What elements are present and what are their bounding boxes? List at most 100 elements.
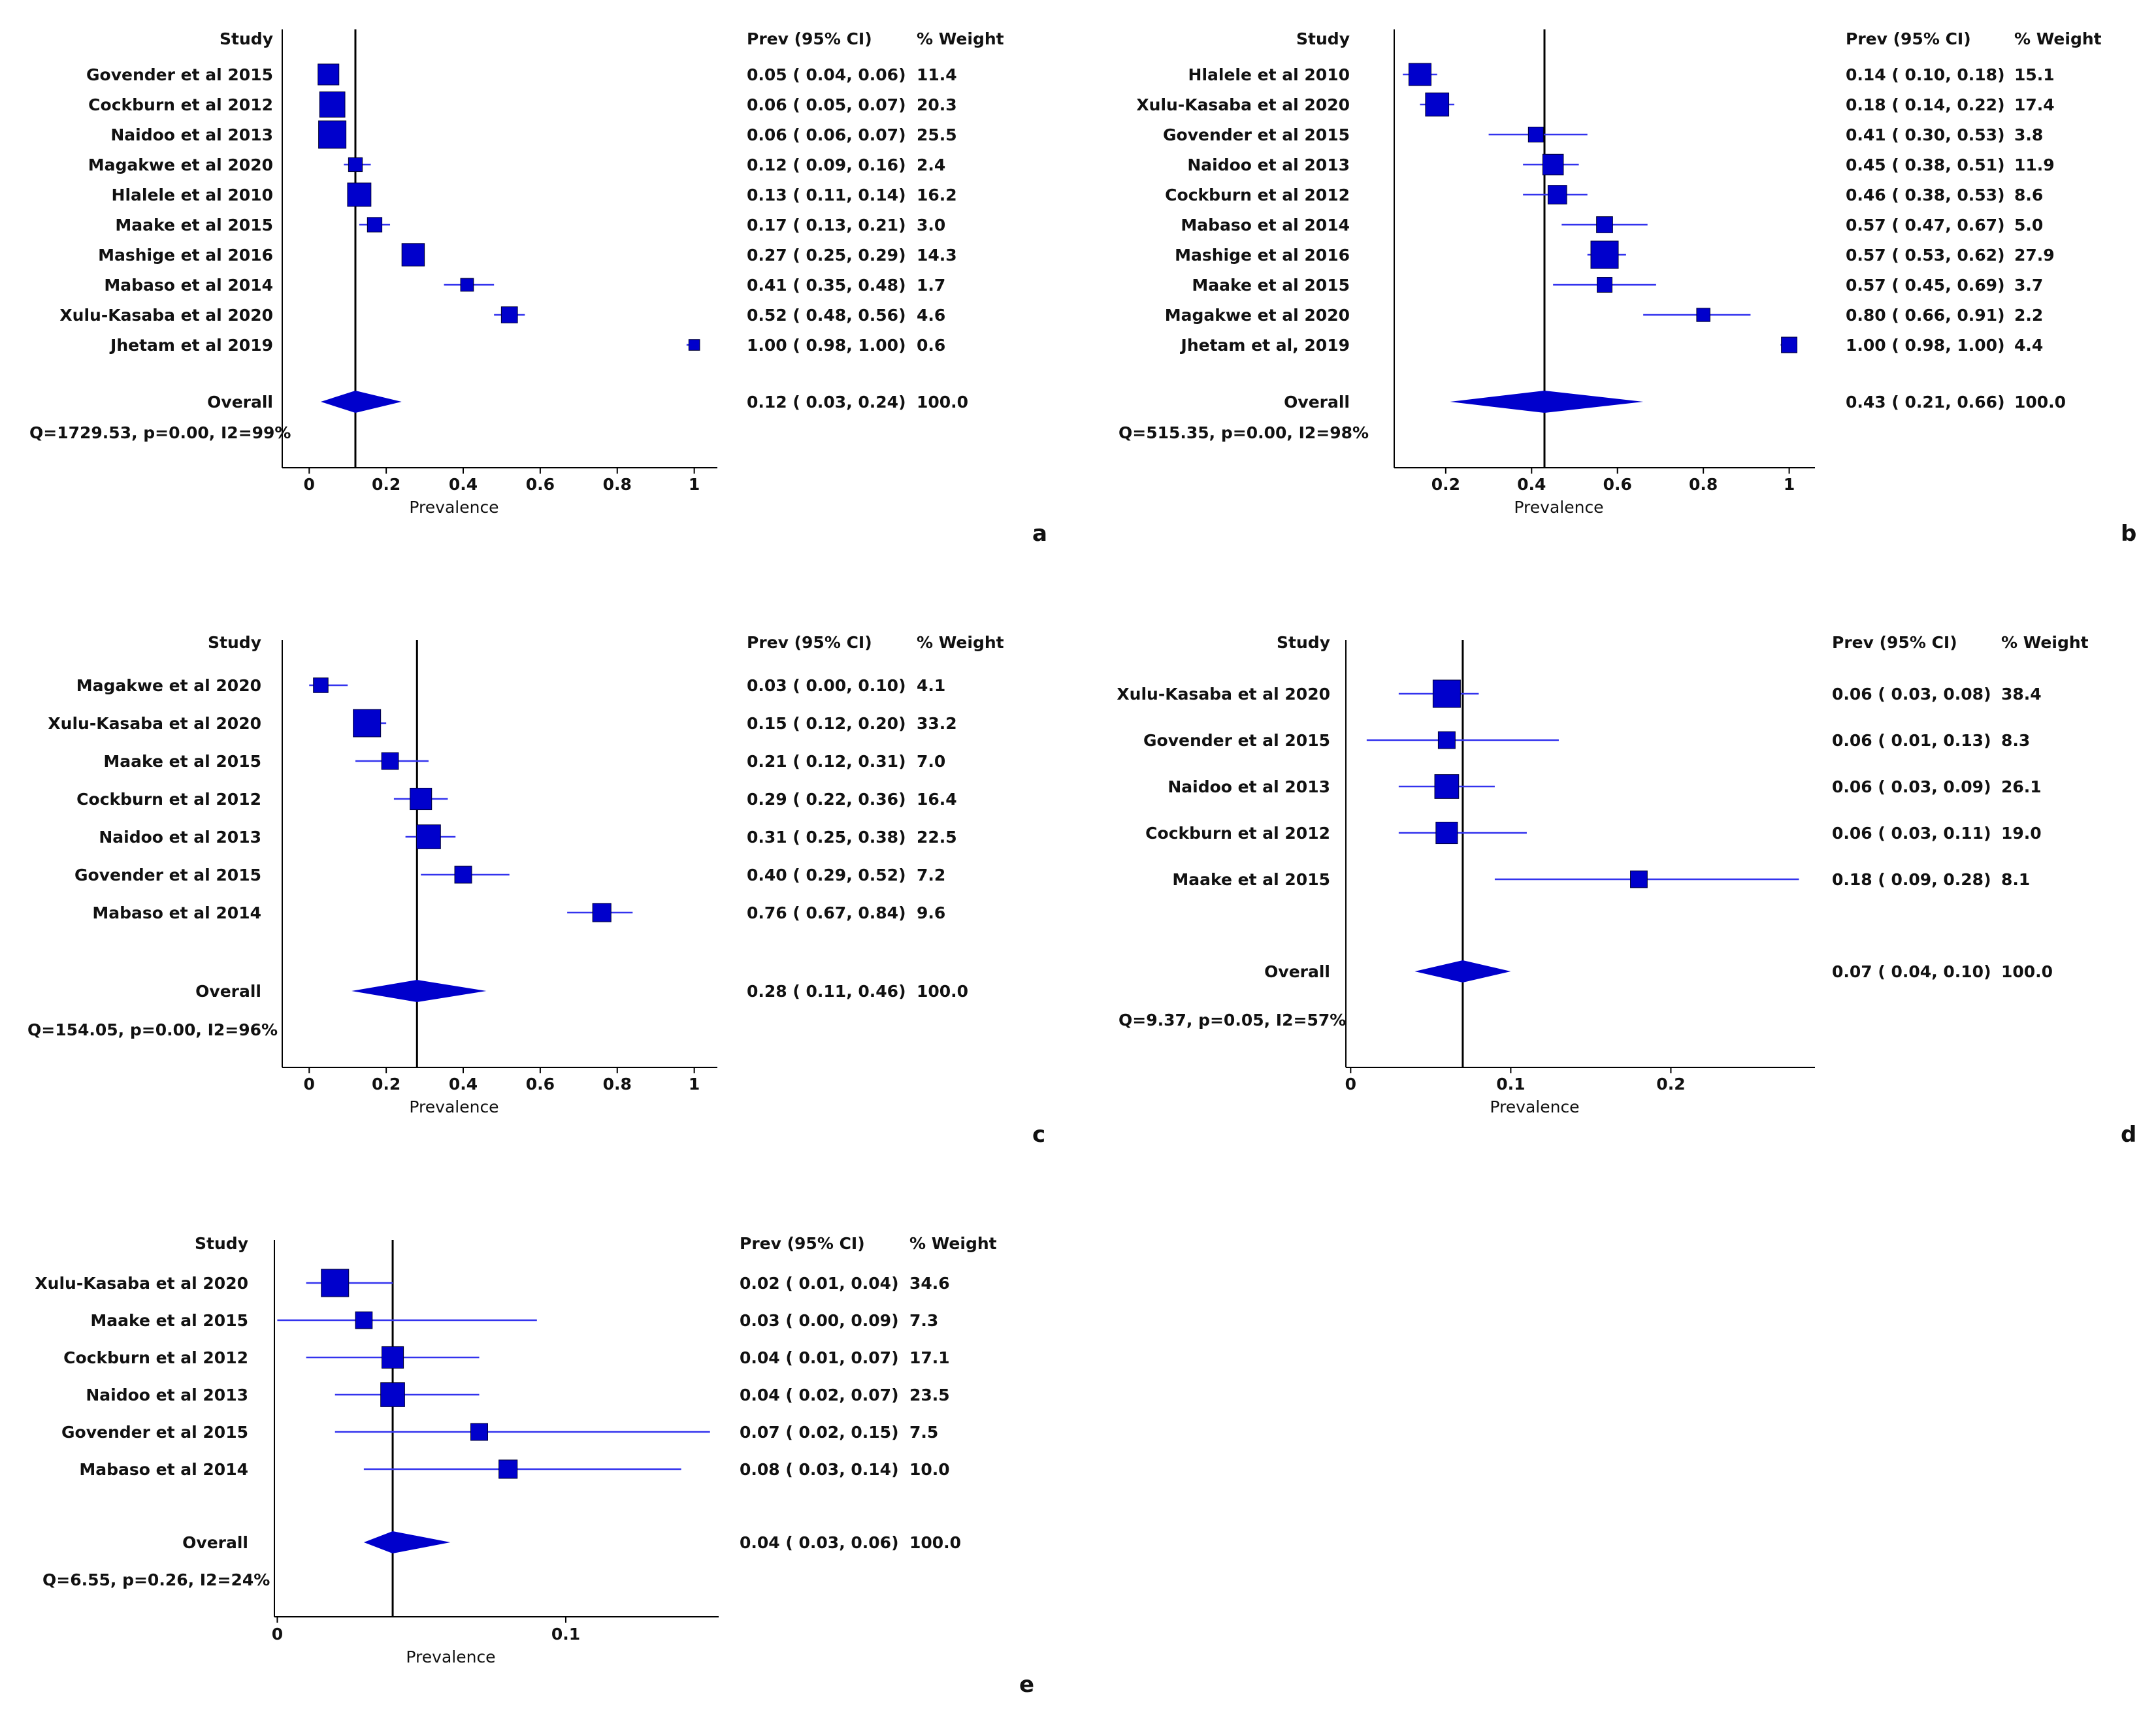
heterogeneity-stats: Q=6.55, p=0.26, I2=24% <box>42 1570 270 1589</box>
study-label: Mashige et al 2016 <box>98 246 273 265</box>
study-point-marker <box>347 182 372 207</box>
study-ci-text: 0.29 ( 0.22, 0.36) <box>747 790 906 809</box>
study-label: Govender et al 2015 <box>61 1423 248 1442</box>
study-weight: 8.6 <box>2014 186 2043 204</box>
study-weight: 7.3 <box>909 1311 938 1330</box>
study-weight: 16.4 <box>917 790 957 809</box>
study-weight: 3.8 <box>2014 125 2043 144</box>
study-ci-text: 0.31 ( 0.25, 0.38) <box>747 828 906 847</box>
study-label: Cockburn et al 2012 <box>63 1348 248 1367</box>
study-ci-text: 0.21 ( 0.12, 0.31) <box>747 752 906 771</box>
study-label: Mabaso et al 2014 <box>79 1460 248 1479</box>
x-tick-label: 0.2 <box>1656 1075 1685 1094</box>
study-point-marker <box>1597 277 1612 293</box>
overall-label: Overall <box>1284 393 1350 412</box>
forest-panel-d: Study Prev (95% CI) % Weight 0 0.1 0.2 Prevale… <box>1117 633 2136 1148</box>
overall-diamond <box>351 980 487 1002</box>
study-label: Cockburn et al 2012 <box>88 95 273 114</box>
x-tick-label: 0.4 <box>1517 475 1546 494</box>
overall-diamond <box>1414 960 1511 982</box>
header-weight: % Weight <box>2001 633 2089 652</box>
overall-weight: 100.0 <box>917 982 968 1001</box>
overall-ci-text: 0.07 ( 0.04, 0.10) <box>1832 962 1991 981</box>
study-ci-text: 0.04 ( 0.01, 0.07) <box>740 1348 899 1367</box>
overall-label: Overall <box>195 982 261 1001</box>
study-point-marker <box>1542 154 1564 176</box>
study-weight: 4.4 <box>2014 336 2043 355</box>
study-point-marker <box>313 677 329 693</box>
study-weight: 7.2 <box>917 866 945 884</box>
study-point-marker <box>410 787 433 811</box>
study-label: Naidoo et al 2013 <box>110 125 273 144</box>
study-point-marker <box>1547 185 1567 204</box>
study-weight: 25.5 <box>917 125 957 144</box>
study-ci-text: 0.40 ( 0.29, 0.52) <box>747 866 906 884</box>
study-label: Maake et al 2015 <box>1192 276 1350 295</box>
study-ci-text: 0.41 ( 0.30, 0.53) <box>1846 125 2005 144</box>
study-weight: 11.9 <box>2014 155 2055 174</box>
study-ci-text: 0.05 ( 0.04, 0.06) <box>747 65 906 84</box>
study-label: Naidoo et al 2013 <box>86 1386 248 1404</box>
study-point-marker <box>1432 679 1461 708</box>
study-label: Jhetam et al, 2019 <box>1180 336 1350 355</box>
study-point-marker <box>353 709 382 738</box>
study-point-marker <box>355 1311 373 1329</box>
study-label: Hlalele et al 2010 <box>112 186 273 204</box>
x-tick-label: 0.2 <box>372 475 400 494</box>
study-ci-text: 0.80 ( 0.66, 0.91) <box>1846 306 2005 325</box>
study-ci-text: 0.27 ( 0.25, 0.29) <box>747 246 906 265</box>
overall-weight: 100.0 <box>917 393 968 412</box>
header-prev-ci: Prev (95% CI) <box>1832 633 1957 652</box>
overall-diamond <box>320 391 402 413</box>
overall-label: Overall <box>182 1533 248 1552</box>
study-label: Naidoo et al 2013 <box>1187 155 1350 174</box>
forest-panel-a: Study Prev (95% CI) % Weight 0 0.2 0.4 0.6 0.8 1… <box>29 29 1047 547</box>
header-study: Study <box>1277 633 1330 652</box>
x-tick-label: 0.6 <box>526 475 555 494</box>
study-point-marker <box>348 157 363 172</box>
study-weight: 17.4 <box>2014 95 2055 114</box>
study-point-marker <box>470 1423 488 1441</box>
x-axis-label: Prevalence <box>409 1097 498 1116</box>
study-label: Jhetam et al 2019 <box>109 336 273 355</box>
heterogeneity-stats: Q=9.37, p=0.05, I2=57% <box>1119 1011 1346 1030</box>
study-point-marker <box>1437 731 1456 749</box>
study-label: Magakwe et al 2020 <box>76 676 261 695</box>
x-axis-label: Prevalence <box>406 1647 495 1666</box>
study-ci-text: 0.18 ( 0.14, 0.22) <box>1846 95 2005 114</box>
study-ci-text: 1.00 ( 0.98, 1.00) <box>1846 336 2005 355</box>
study-ci-text: 0.41 ( 0.35, 0.48) <box>747 276 906 295</box>
study-ci-text: 0.08 ( 0.03, 0.14) <box>740 1460 899 1479</box>
forest-panel-b: Study Prev (95% CI) % Weight 0.2 0.4 0.6 0.8 1 P… <box>1119 29 2136 547</box>
study-weight: 17.1 <box>909 1348 950 1367</box>
study-label: Hlalele et al 2010 <box>1188 65 1350 84</box>
study-weight: 10.0 <box>909 1460 950 1479</box>
header-prev-ci: Prev (95% CI) <box>1846 29 1971 48</box>
heterogeneity-stats: Q=1729.53, p=0.00, I2=99% <box>29 423 291 442</box>
study-ci-text: 1.00 ( 0.98, 1.00) <box>747 336 906 355</box>
study-point-marker <box>381 1346 404 1369</box>
study-weight: 16.2 <box>917 186 957 204</box>
study-ci-text: 0.07 ( 0.02, 0.15) <box>740 1423 899 1442</box>
x-tick-label: 0 <box>304 475 315 494</box>
overall-diamond <box>363 1531 451 1553</box>
header-weight: % Weight <box>917 29 1004 48</box>
study-weight: 5.0 <box>2014 216 2043 235</box>
study-ci-text: 0.17 ( 0.13, 0.21) <box>747 216 906 235</box>
study-weight: 4.6 <box>917 306 945 325</box>
x-tick-label: 0 <box>272 1625 283 1644</box>
overall-weight: 100.0 <box>2014 393 2066 412</box>
study-weight: 3.7 <box>2014 276 2043 295</box>
study-point-marker <box>1425 92 1450 117</box>
x-tick-label: 0.6 <box>526 1075 555 1094</box>
study-label: Govender et al 2015 <box>1143 731 1330 750</box>
study-label: Magakwe et al 2020 <box>88 155 273 174</box>
x-tick-label: 0 <box>304 1075 315 1094</box>
study-label: Xulu-Kasaba et al 2020 <box>35 1274 248 1293</box>
x-tick-label: 0 <box>1345 1075 1356 1094</box>
panel-letter: c <box>1032 1122 1045 1148</box>
panel-letter: b <box>2121 521 2136 547</box>
overall-label: Overall <box>1264 962 1330 981</box>
x-tick-label: 0.4 <box>449 1075 478 1094</box>
